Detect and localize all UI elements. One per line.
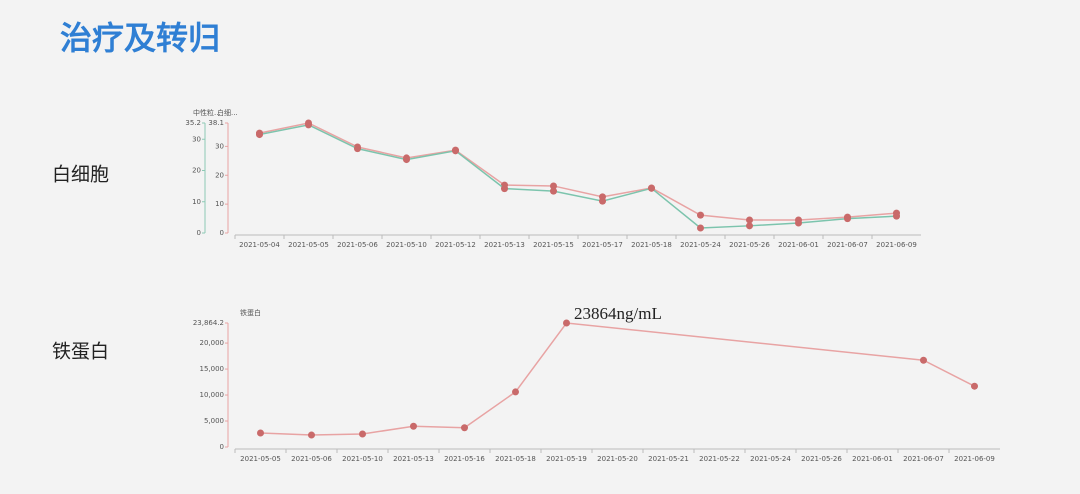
data-point — [354, 145, 361, 153]
x-tick-label: 2021-06-09 — [954, 455, 995, 463]
x-tick-label: 2021-05-12 — [435, 241, 476, 249]
y-tick-label: 38.1 — [208, 119, 224, 127]
y-tick-label: 30 — [215, 142, 224, 150]
data-point — [452, 147, 459, 155]
x-tick-label: 2021-05-15 — [533, 241, 574, 249]
x-tick-label: 2021-05-05 — [288, 241, 329, 249]
data-point — [305, 121, 312, 129]
row-label: 铁蛋白 — [52, 341, 109, 363]
x-tick-label: 2021-05-06 — [337, 241, 378, 249]
y-tick-label: 30 — [192, 135, 201, 143]
data-point — [563, 319, 570, 327]
x-tick-label: 2021-06-01 — [852, 455, 893, 463]
x-tick-label: 2021-05-04 — [239, 241, 280, 249]
data-point — [920, 356, 927, 364]
slide-title: 治疗及转归 — [60, 19, 220, 57]
y-tick-label: 20 — [215, 171, 224, 179]
data-point — [893, 212, 900, 220]
y-axis-label: 中性粒... — [193, 108, 221, 117]
annotation: 23864ng/mL — [574, 304, 662, 323]
y-tick-label: 15,000 — [200, 365, 225, 373]
y-tick-label: 20 — [192, 167, 201, 175]
y-tick-label: 10 — [215, 200, 224, 208]
x-tick-label: 2021-06-07 — [903, 455, 944, 463]
x-tick-label: 2021-05-24 — [750, 455, 791, 463]
data-point — [512, 388, 519, 396]
y-tick-label: 10 — [192, 198, 201, 206]
x-tick-label: 2021-05-13 — [484, 241, 525, 249]
data-point — [844, 215, 851, 223]
y-axis-label: 铁蛋白 — [240, 308, 261, 317]
y-tick-label: 20,000 — [200, 339, 225, 347]
data-point — [697, 224, 704, 232]
x-tick-label: 2021-05-19 — [546, 455, 587, 463]
y-tick-label: 5,000 — [204, 417, 224, 425]
x-tick-label: 2021-05-10 — [386, 241, 427, 249]
data-point — [501, 185, 508, 193]
x-tick-label: 2021-05-06 — [291, 455, 332, 463]
data-point — [599, 197, 606, 205]
x-tick-label: 2021-05-10 — [342, 455, 383, 463]
y-axis-label: 白细... — [217, 108, 238, 117]
x-tick-label: 2021-05-16 — [444, 455, 485, 463]
x-tick-label: 2021-05-24 — [680, 241, 721, 249]
data-point — [550, 182, 557, 190]
data-point — [971, 382, 978, 390]
series-line — [259, 122, 897, 221]
x-tick-label: 2021-05-26 — [729, 241, 770, 249]
data-point — [697, 211, 704, 219]
x-tick-label: 2021-06-09 — [876, 241, 917, 249]
data-point — [403, 156, 410, 164]
x-tick-label: 2021-05-18 — [631, 241, 672, 249]
x-tick-label: 2021-05-22 — [699, 455, 740, 463]
data-point — [746, 222, 753, 230]
y-tick-label: 35.2 — [185, 119, 201, 127]
y-tick-label: 0 — [220, 229, 224, 237]
data-point — [795, 219, 802, 227]
x-tick-label: 2021-05-26 — [801, 455, 842, 463]
data-point — [461, 424, 468, 432]
y-tick-label: 0 — [197, 229, 201, 237]
x-tick-label: 2021-06-01 — [778, 241, 819, 249]
x-tick-label: 2021-05-20 — [597, 455, 638, 463]
y-tick-label: 23,864.2 — [193, 319, 224, 327]
data-point — [256, 131, 263, 139]
data-point — [257, 429, 264, 437]
x-tick-label: 2021-05-21 — [648, 455, 689, 463]
x-tick-label: 2021-05-13 — [393, 455, 434, 463]
x-tick-label: 2021-05-18 — [495, 455, 536, 463]
data-point — [550, 187, 557, 195]
y-tick-label: 10,000 — [200, 391, 225, 399]
data-point — [746, 216, 753, 224]
x-tick-label: 2021-05-05 — [240, 455, 281, 463]
x-tick-label: 2021-06-07 — [827, 241, 868, 249]
row-label: 白细胞 — [52, 164, 109, 186]
data-point — [359, 430, 366, 438]
x-tick-label: 2021-05-17 — [582, 241, 623, 249]
data-point — [308, 431, 315, 439]
y-tick-label: 0 — [220, 443, 224, 451]
data-point — [410, 422, 417, 430]
series-line — [259, 124, 897, 229]
data-point — [648, 184, 655, 192]
